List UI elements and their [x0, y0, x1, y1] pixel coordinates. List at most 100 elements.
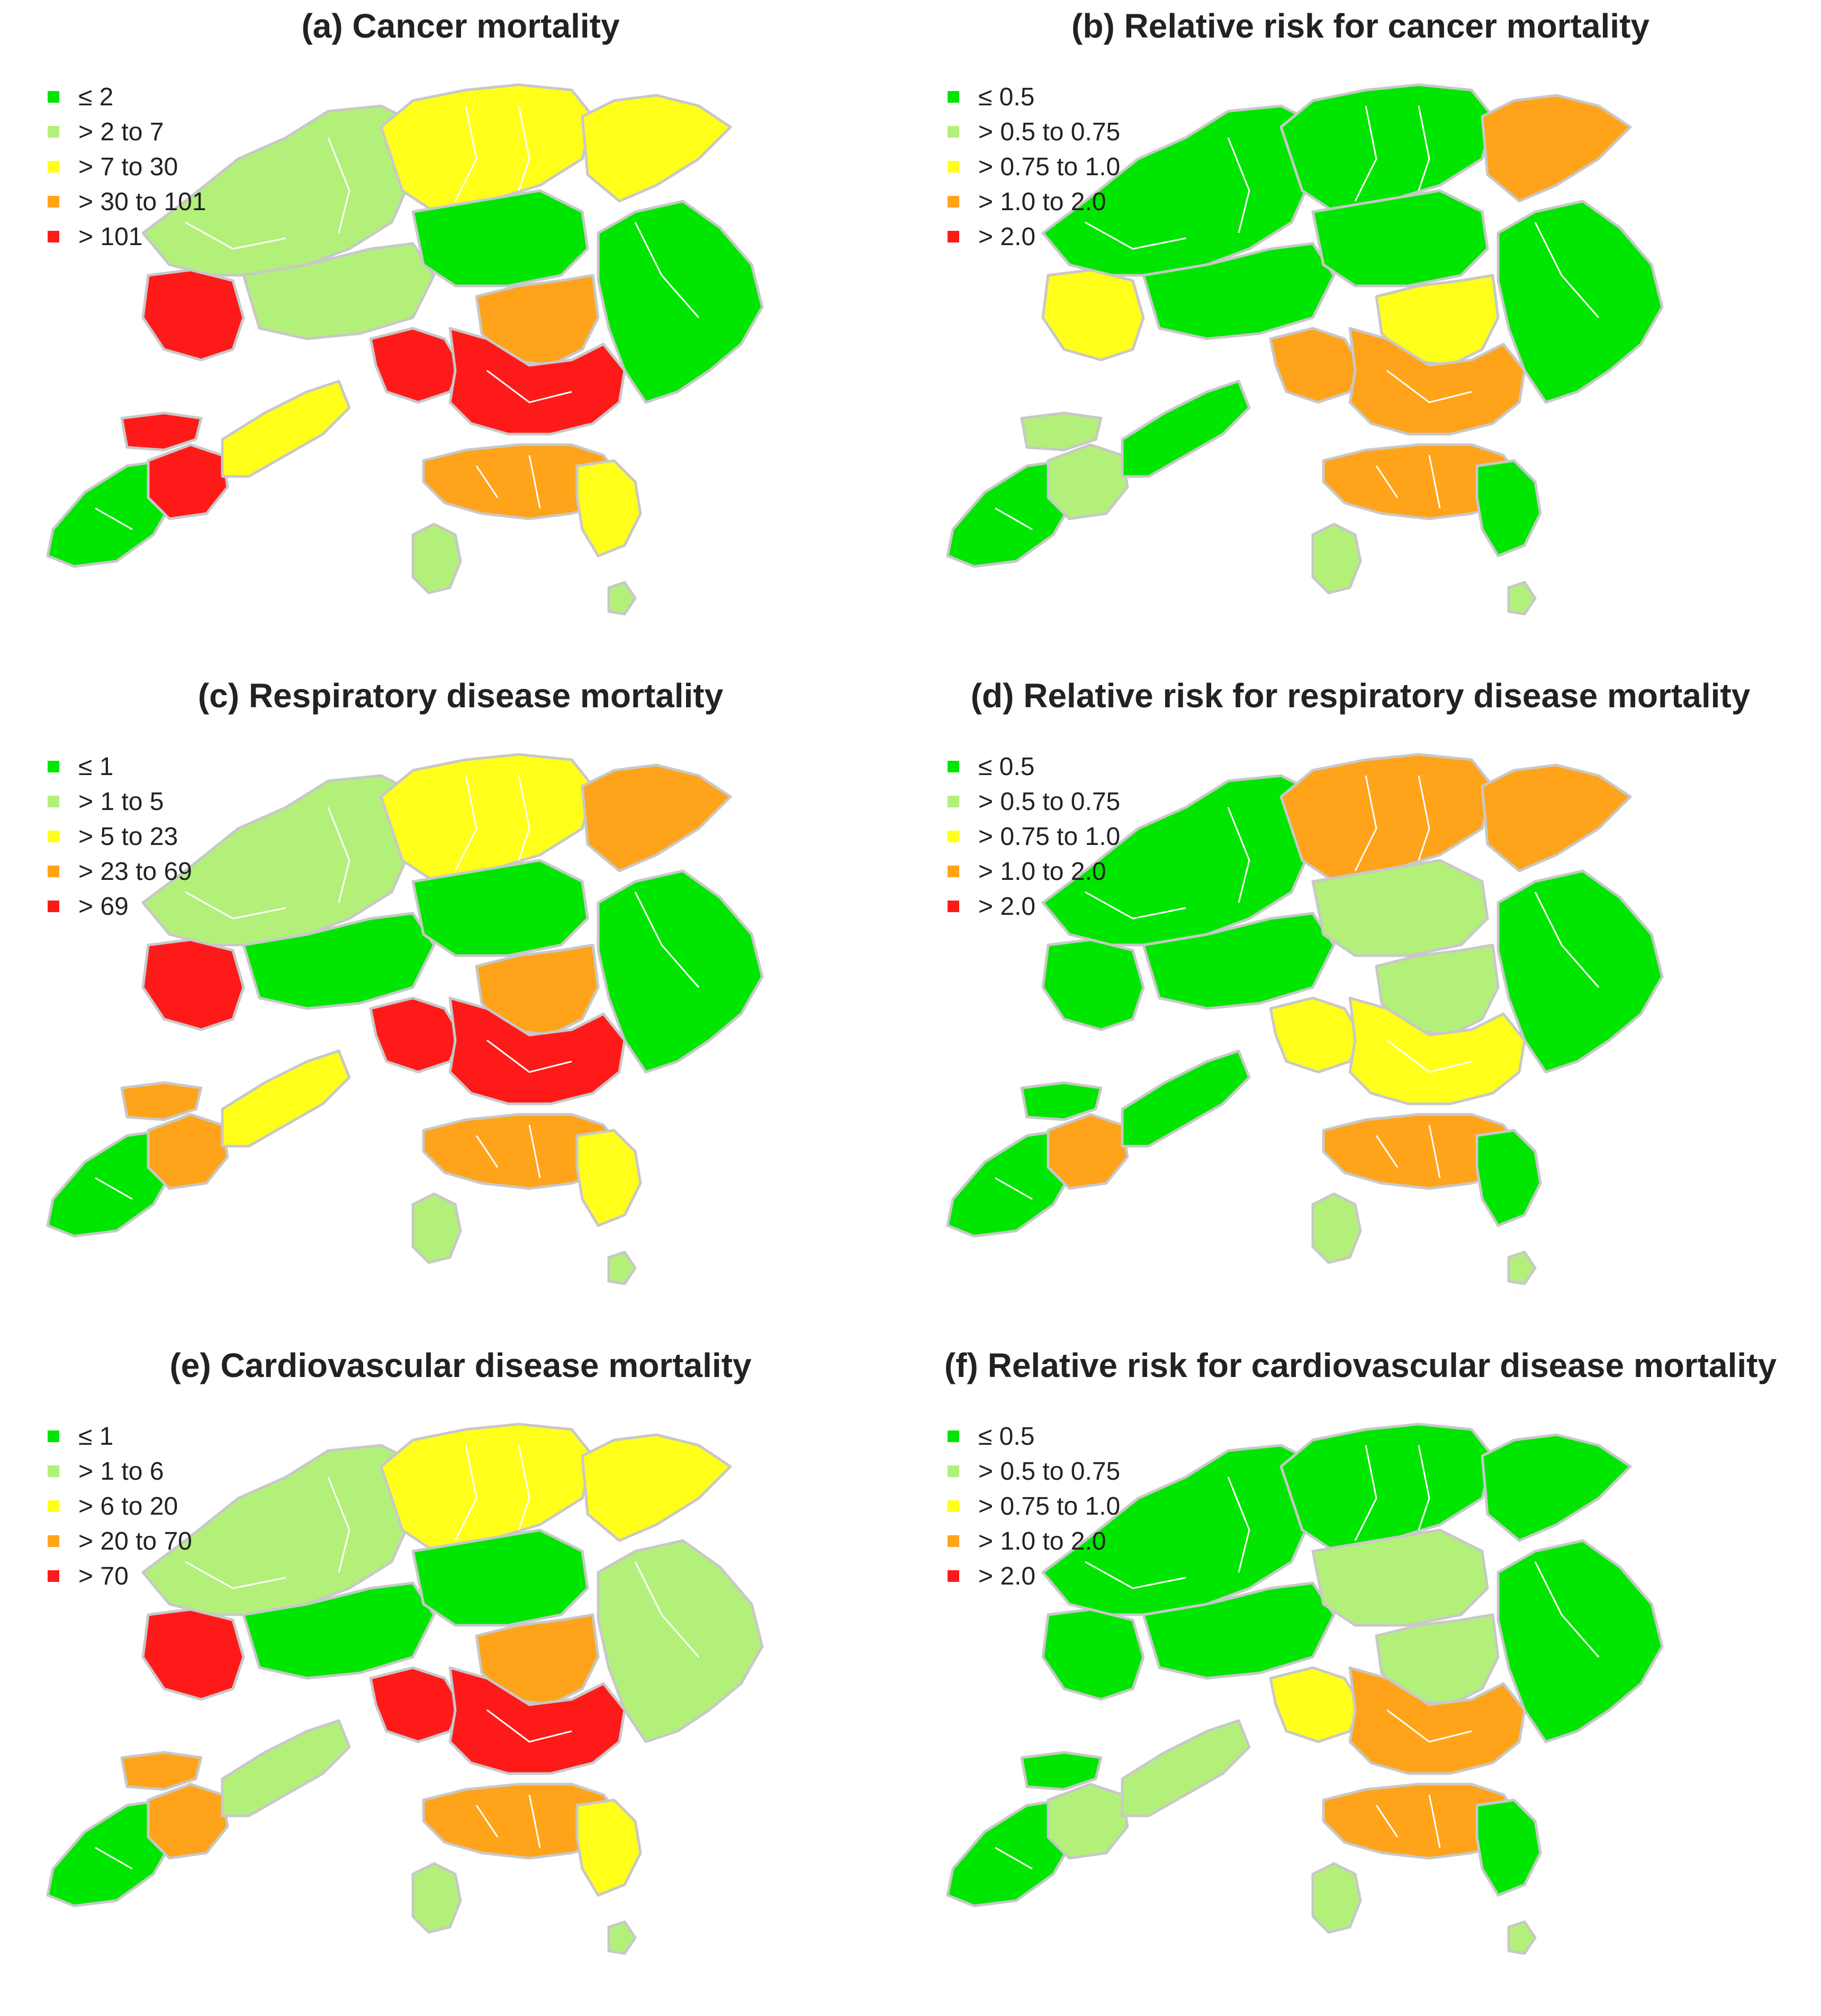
panel-title: (e) Cardiovascular disease mortality	[169, 1346, 752, 1384]
legend-item: ≤ 0.5	[948, 79, 1191, 114]
legend-swatch	[948, 1430, 959, 1442]
legend-item: > 0.75 to 1.0	[948, 149, 1191, 184]
legend-swatch	[948, 866, 959, 877]
district-boundary-line	[1428, 1124, 1441, 1178]
legend-swatch	[48, 866, 59, 877]
district-kowloon	[448, 327, 626, 436]
district-lantau-ne	[1121, 380, 1251, 478]
district-hk-east	[575, 1798, 642, 1897]
district-boundary-line	[327, 807, 350, 903]
district-kowloon	[1348, 996, 1526, 1105]
district-lantau-w	[946, 459, 1076, 568]
district-tai-po	[1311, 1528, 1489, 1627]
legend-swatch	[48, 91, 59, 103]
legend-swatch	[948, 91, 959, 103]
legend-item: ≤ 0.5	[948, 1419, 1191, 1454]
legend-item: > 2.0	[948, 889, 1191, 924]
district-boundary-line	[518, 1445, 530, 1531]
legend-item: ≤ 1	[48, 749, 291, 784]
district-lantau-tip	[1020, 1081, 1103, 1121]
district-islets	[1507, 1920, 1537, 1955]
district-tuen-mun	[1041, 268, 1145, 362]
panel-a: (a) Cancer mortality ≤ 2 > 2 to 7 > 7 to 3…	[11, 0, 910, 656]
district-lantau-tip	[1020, 1751, 1103, 1791]
panel-title: (f) Relative risk for cardiovascular dis…	[944, 1346, 1777, 1384]
legend-label: > 2.0	[978, 222, 1036, 251]
district-nt-ne	[581, 763, 732, 872]
district-nt-north	[380, 83, 594, 213]
legend-item: ≤ 0.5	[948, 749, 1191, 784]
district-boundary-line	[528, 1124, 541, 1178]
district-boundary-line	[1354, 1445, 1377, 1541]
district-nt-north	[1279, 83, 1494, 213]
legend-swatch	[948, 761, 959, 772]
legend-item: > 2.0	[948, 219, 1191, 254]
district-lantau-ne	[1121, 1049, 1251, 1148]
district-sai-kung	[1497, 869, 1664, 1074]
district-lantau-tip	[120, 1081, 203, 1121]
legend-swatch	[48, 1465, 59, 1477]
legend-item: > 1.0 to 2.0	[948, 184, 1191, 219]
district-lantau-w	[946, 1798, 1076, 1907]
legend-label: > 1 to 6	[78, 1457, 164, 1486]
legend-label: > 0.75 to 1.0	[978, 1492, 1121, 1520]
legend-item: > 7 to 30	[48, 149, 291, 184]
legend-label: ≤ 2	[78, 83, 114, 111]
district-yuen-long	[1142, 1581, 1336, 1680]
legend-label: > 0.75 to 1.0	[978, 822, 1121, 851]
legend-item: > 0.5 to 0.75	[948, 784, 1191, 819]
district-lantau-mid	[1047, 443, 1129, 520]
district-boundary-line	[486, 370, 572, 403]
district-boundary-line	[185, 891, 286, 920]
district-boundary-line	[475, 1805, 499, 1838]
legend-item: > 0.75 to 1.0	[948, 819, 1191, 854]
legend-item: > 30 to 101	[48, 184, 291, 219]
district-boundary-line	[1375, 1135, 1399, 1168]
legend-swatch	[48, 1570, 59, 1582]
district-lamma	[411, 523, 462, 595]
district-boundary-line	[95, 1847, 133, 1870]
district-boundary-line	[1354, 775, 1377, 871]
district-boundary-line	[1428, 1794, 1441, 1848]
district-nt-ne	[581, 94, 732, 203]
district-nt-north	[1279, 753, 1494, 883]
district-nt-north	[1279, 1423, 1494, 1553]
district-boundary-line	[1386, 1039, 1472, 1073]
legend-label: > 7 to 30	[78, 152, 178, 181]
legend-label: > 2.0	[978, 1562, 1036, 1590]
district-islets	[1507, 1250, 1537, 1285]
legend-swatch	[948, 901, 959, 912]
legend-item: > 101	[48, 219, 291, 254]
panel-e: (e) Cardiovascular disease mortality ≤ 1…	[11, 1339, 910, 1996]
district-hk-east	[1475, 459, 1542, 557]
legend-swatch	[48, 126, 59, 138]
legend-label: > 30 to 101	[78, 187, 206, 216]
map-e	[46, 1423, 764, 1955]
district-lantau-w	[46, 1798, 176, 1907]
district-yuen-long	[242, 912, 436, 1010]
legend-item: > 0.5 to 0.75	[948, 1454, 1191, 1489]
legend: ≤ 0.5 > 0.5 to 0.75 > 0.75 to 1.0 > 1.0 to …	[948, 1419, 1191, 1594]
legend-swatch	[48, 796, 59, 807]
legend-item: ≤ 1	[48, 1419, 291, 1454]
district-islets	[607, 581, 637, 616]
legend-swatch	[948, 161, 959, 173]
legend-swatch	[48, 901, 59, 912]
district-nt-ne	[1481, 763, 1632, 872]
district-tuen-mun	[1041, 1608, 1145, 1701]
legend-swatch	[48, 1430, 59, 1442]
legend-item: > 0.5 to 0.75	[948, 114, 1191, 149]
legend-swatch	[48, 831, 59, 842]
legend-label: > 20 to 70	[78, 1527, 192, 1555]
district-kowloon	[1348, 327, 1526, 436]
district-lamma	[1311, 523, 1362, 595]
legend-swatch	[48, 196, 59, 208]
district-boundary-line	[1354, 105, 1377, 202]
legend-label: > 2 to 7	[78, 118, 164, 146]
legend-label: > 6 to 20	[78, 1492, 178, 1520]
district-tai-po	[1311, 859, 1489, 957]
legend-label: > 1.0 to 2.0	[978, 1527, 1106, 1555]
district-boundary-line	[454, 105, 477, 202]
district-boundary-line	[475, 465, 499, 498]
district-boundary-line	[1227, 1477, 1250, 1573]
